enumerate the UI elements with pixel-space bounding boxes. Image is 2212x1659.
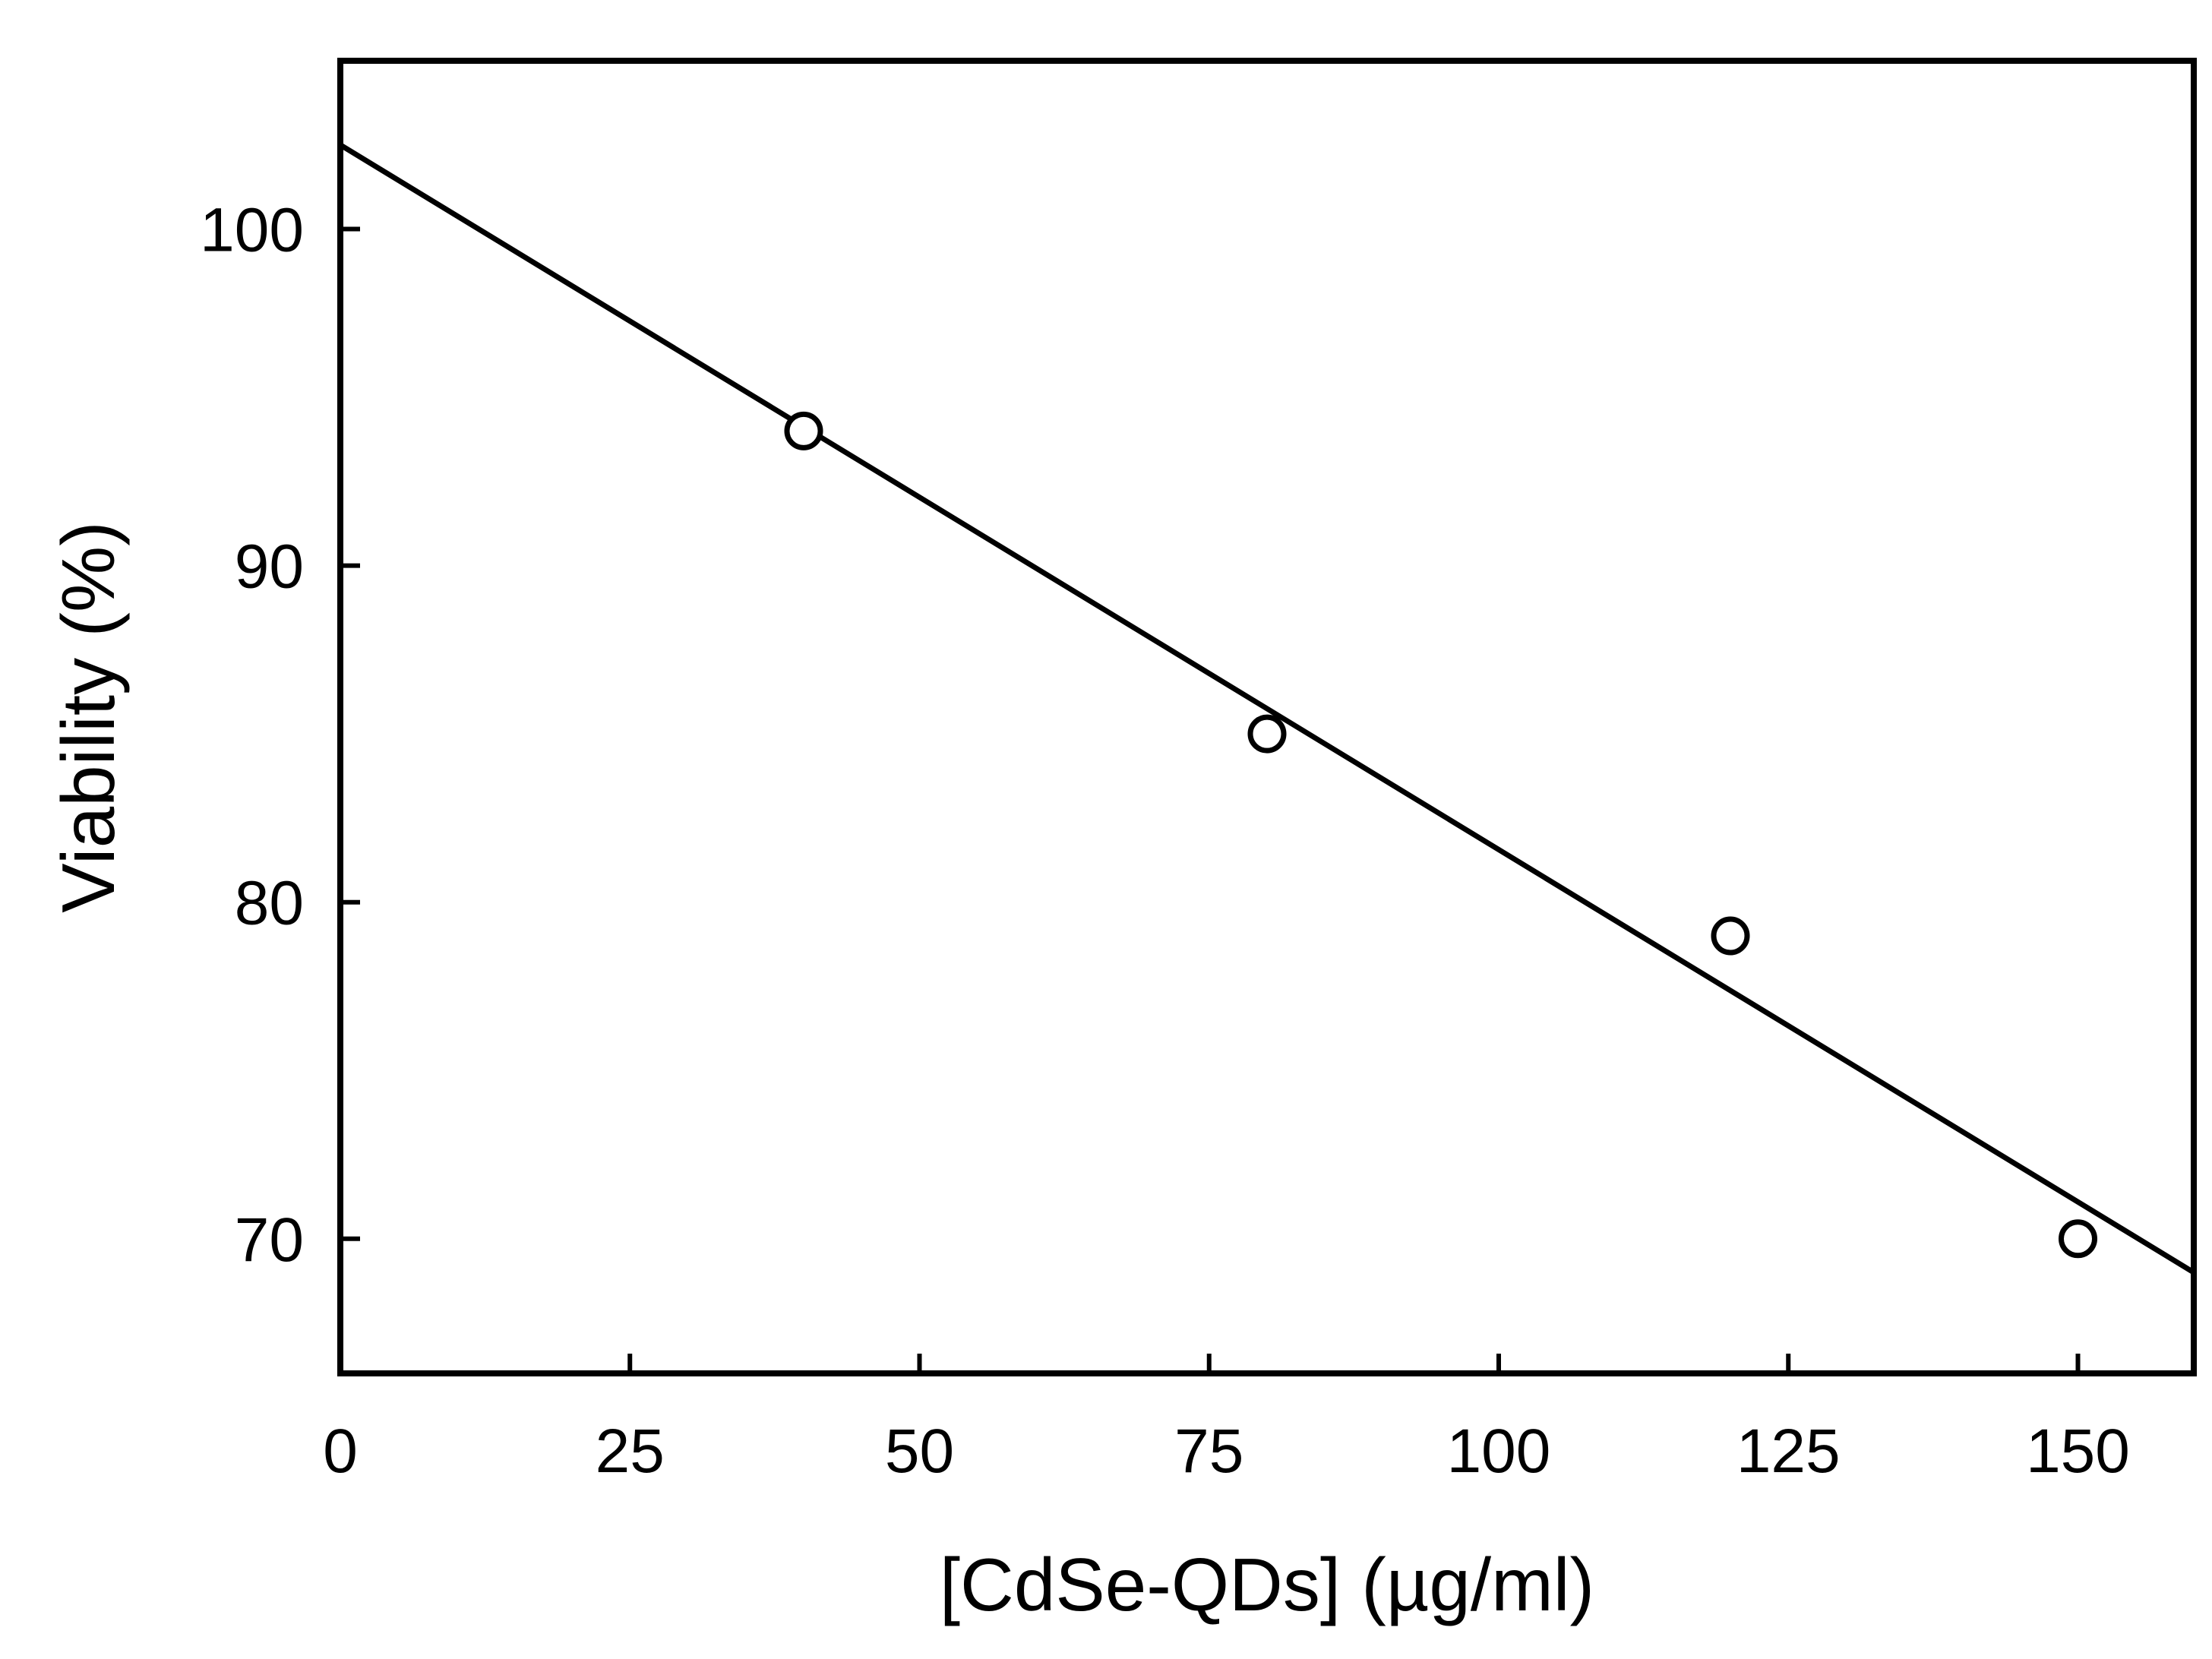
ticks-layer: 0 25 50 75 100 125 150 70 80 90 100	[200, 196, 2130, 1486]
data-point	[1247, 714, 1287, 754]
plot-frame	[337, 58, 2197, 1376]
fit-layer	[339, 142, 2195, 1275]
points-layer	[784, 411, 2097, 1259]
x-tick-label: 125	[1736, 1417, 1841, 1486]
data-point	[1711, 916, 1750, 956]
y-tick-label: 100	[200, 196, 304, 265]
fit-line	[339, 142, 2195, 1275]
y-tick-label: 80	[235, 869, 304, 938]
x-tick-label: 100	[1447, 1417, 1551, 1486]
x-tick-label: 0	[323, 1417, 358, 1486]
x-tick-label: 150	[2026, 1417, 2130, 1486]
x-tick-label: 50	[885, 1417, 954, 1486]
x-tick-label: 25	[596, 1417, 665, 1486]
x-tick-label: 75	[1174, 1417, 1243, 1486]
y-axis-title: Viability (%)	[46, 521, 130, 913]
y-tick-label: 90	[235, 532, 304, 602]
x-axis-title: [CdSe-QDs] (µg/ml)	[940, 1543, 1594, 1626]
y-tick-label: 70	[235, 1206, 304, 1275]
data-point	[784, 411, 823, 450]
data-point	[2059, 1219, 2097, 1259]
